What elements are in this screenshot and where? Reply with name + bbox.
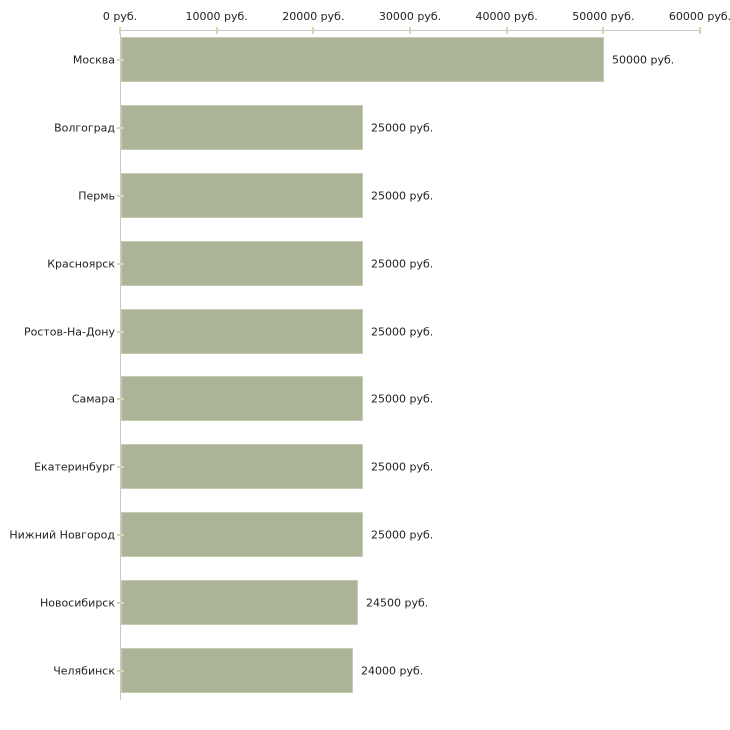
bar-value-label: 50000 руб. — [612, 53, 675, 66]
x-axis-tick-label: 0 руб. — [102, 10, 138, 23]
x-axis-tick-label: 60000 руб. — [668, 10, 730, 23]
x-axis-tick — [215, 27, 218, 34]
category-label: Нижний Новгород — [9, 528, 115, 541]
bar — [121, 37, 604, 82]
x-axis-tick-label: 30000 руб. — [378, 10, 442, 23]
bar — [121, 241, 363, 286]
category-label: Москва — [72, 53, 115, 66]
x-axis-tick — [119, 27, 121, 34]
bar-value-label: 25000 руб. — [371, 392, 434, 405]
category-label: Челябинск — [53, 664, 115, 677]
category-label: Волгоград — [54, 121, 115, 134]
category-label: Новосибирск — [39, 596, 115, 609]
bar-value-label: 25000 руб. — [371, 325, 434, 338]
bar-value-label: 25000 руб. — [371, 460, 434, 473]
category-label: Пермь — [78, 189, 115, 202]
bar — [121, 580, 358, 625]
x-axis-tick — [505, 27, 508, 34]
bar — [121, 376, 363, 421]
y-axis-tick — [117, 601, 124, 604]
x-axis-tick-label: 50000 руб. — [572, 10, 635, 23]
y-axis-line — [120, 30, 121, 700]
bar-value-label: 24000 руб. — [361, 664, 424, 677]
bar-value-label: 25000 руб. — [371, 257, 434, 270]
bar — [121, 173, 363, 218]
y-axis-tick — [117, 330, 124, 333]
y-axis-tick — [117, 194, 124, 197]
bar — [121, 648, 353, 693]
bar-value-label: 24500 руб. — [366, 596, 429, 609]
y-axis-tick — [117, 465, 124, 468]
bar-value-label: 25000 руб. — [371, 121, 434, 134]
category-label: Самара — [71, 392, 115, 405]
x-axis-tick — [409, 27, 411, 34]
y-axis-tick — [117, 397, 124, 400]
y-axis-tick — [117, 669, 124, 672]
category-label: Ростов-На-Дону — [23, 325, 115, 338]
bar — [121, 444, 363, 489]
x-axis-tick-label: 40000 руб. — [475, 10, 538, 23]
bar-value-label: 25000 руб. — [371, 189, 434, 202]
bar — [121, 512, 363, 557]
bar — [121, 105, 363, 150]
category-label: Екатеринбург — [34, 460, 115, 473]
y-axis-tick — [117, 533, 124, 536]
x-axis-tick-label: 10000 руб. — [185, 10, 248, 23]
bar-value-label: 25000 руб. — [371, 528, 434, 541]
bar — [121, 309, 363, 354]
y-axis-tick — [117, 58, 124, 61]
category-label: Красноярск — [47, 257, 115, 270]
x-axis-tick-label: 20000 руб. — [282, 10, 345, 23]
x-axis-tick — [312, 27, 315, 34]
y-axis-tick — [117, 262, 124, 265]
y-axis-tick — [117, 126, 124, 129]
x-axis-tick — [699, 27, 701, 34]
x-axis-tick — [602, 27, 605, 34]
